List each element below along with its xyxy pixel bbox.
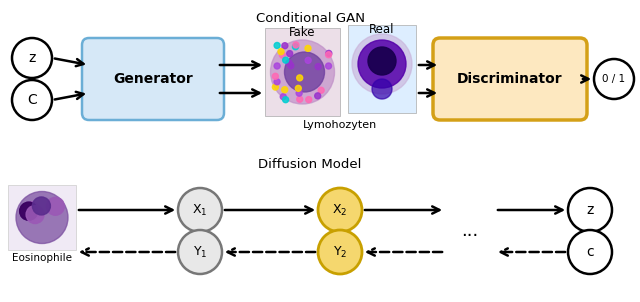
Circle shape [33,197,51,215]
Circle shape [271,40,335,104]
Circle shape [285,52,324,92]
Circle shape [286,60,292,66]
Circle shape [292,44,298,50]
Circle shape [318,230,362,274]
Circle shape [274,79,280,85]
Text: X$_1$: X$_1$ [192,202,208,217]
Text: Fake: Fake [289,26,316,39]
Text: X$_2$: X$_2$ [332,202,348,217]
Text: Lymohozyten: Lymohozyten [303,120,378,130]
Circle shape [297,75,303,81]
Circle shape [293,42,299,48]
Text: Real: Real [369,23,395,36]
Text: Y$_2$: Y$_2$ [333,244,347,259]
FancyBboxPatch shape [348,25,416,113]
Circle shape [282,87,288,93]
FancyBboxPatch shape [265,28,340,116]
Text: Generator: Generator [113,72,193,86]
Circle shape [46,197,65,215]
Circle shape [594,59,634,99]
Circle shape [273,84,278,90]
Circle shape [20,202,38,220]
Circle shape [568,230,612,274]
Circle shape [326,50,332,56]
Circle shape [178,188,222,232]
FancyBboxPatch shape [8,185,76,250]
Text: Conditional GAN: Conditional GAN [255,12,365,25]
Circle shape [12,80,52,120]
Circle shape [287,51,292,56]
Circle shape [297,96,303,102]
Circle shape [326,63,332,69]
Circle shape [372,79,392,99]
Text: ...: ... [461,222,479,240]
Text: Y$_1$: Y$_1$ [193,244,207,259]
Circle shape [280,94,286,100]
Circle shape [282,43,288,49]
Circle shape [26,206,44,223]
Circle shape [305,45,311,51]
Circle shape [178,230,222,274]
FancyBboxPatch shape [433,38,587,120]
Circle shape [352,34,412,94]
Text: Discriminator: Discriminator [457,72,563,86]
Circle shape [288,63,294,69]
Circle shape [278,49,284,55]
Circle shape [305,57,311,63]
Circle shape [274,43,280,48]
Circle shape [315,93,321,99]
Circle shape [12,38,52,78]
Text: Eosinophile: Eosinophile [12,253,72,263]
Circle shape [318,188,362,232]
Circle shape [315,64,321,69]
Text: Diffusion Model: Diffusion Model [259,158,362,171]
Circle shape [22,202,40,220]
Circle shape [283,57,289,63]
Circle shape [20,202,38,220]
Circle shape [306,97,312,103]
Text: c: c [586,245,594,259]
Circle shape [16,191,68,243]
Circle shape [283,97,289,103]
Circle shape [326,52,332,58]
Circle shape [274,63,280,69]
Circle shape [568,188,612,232]
FancyBboxPatch shape [82,38,224,120]
Text: z: z [586,203,594,217]
Circle shape [358,40,406,88]
Text: 0 / 1: 0 / 1 [602,74,625,84]
Circle shape [318,87,324,93]
Text: C: C [27,93,37,107]
Circle shape [273,73,278,79]
Circle shape [296,90,302,96]
Circle shape [295,85,301,92]
Circle shape [368,47,396,75]
Text: z: z [28,51,36,65]
Circle shape [280,52,285,58]
